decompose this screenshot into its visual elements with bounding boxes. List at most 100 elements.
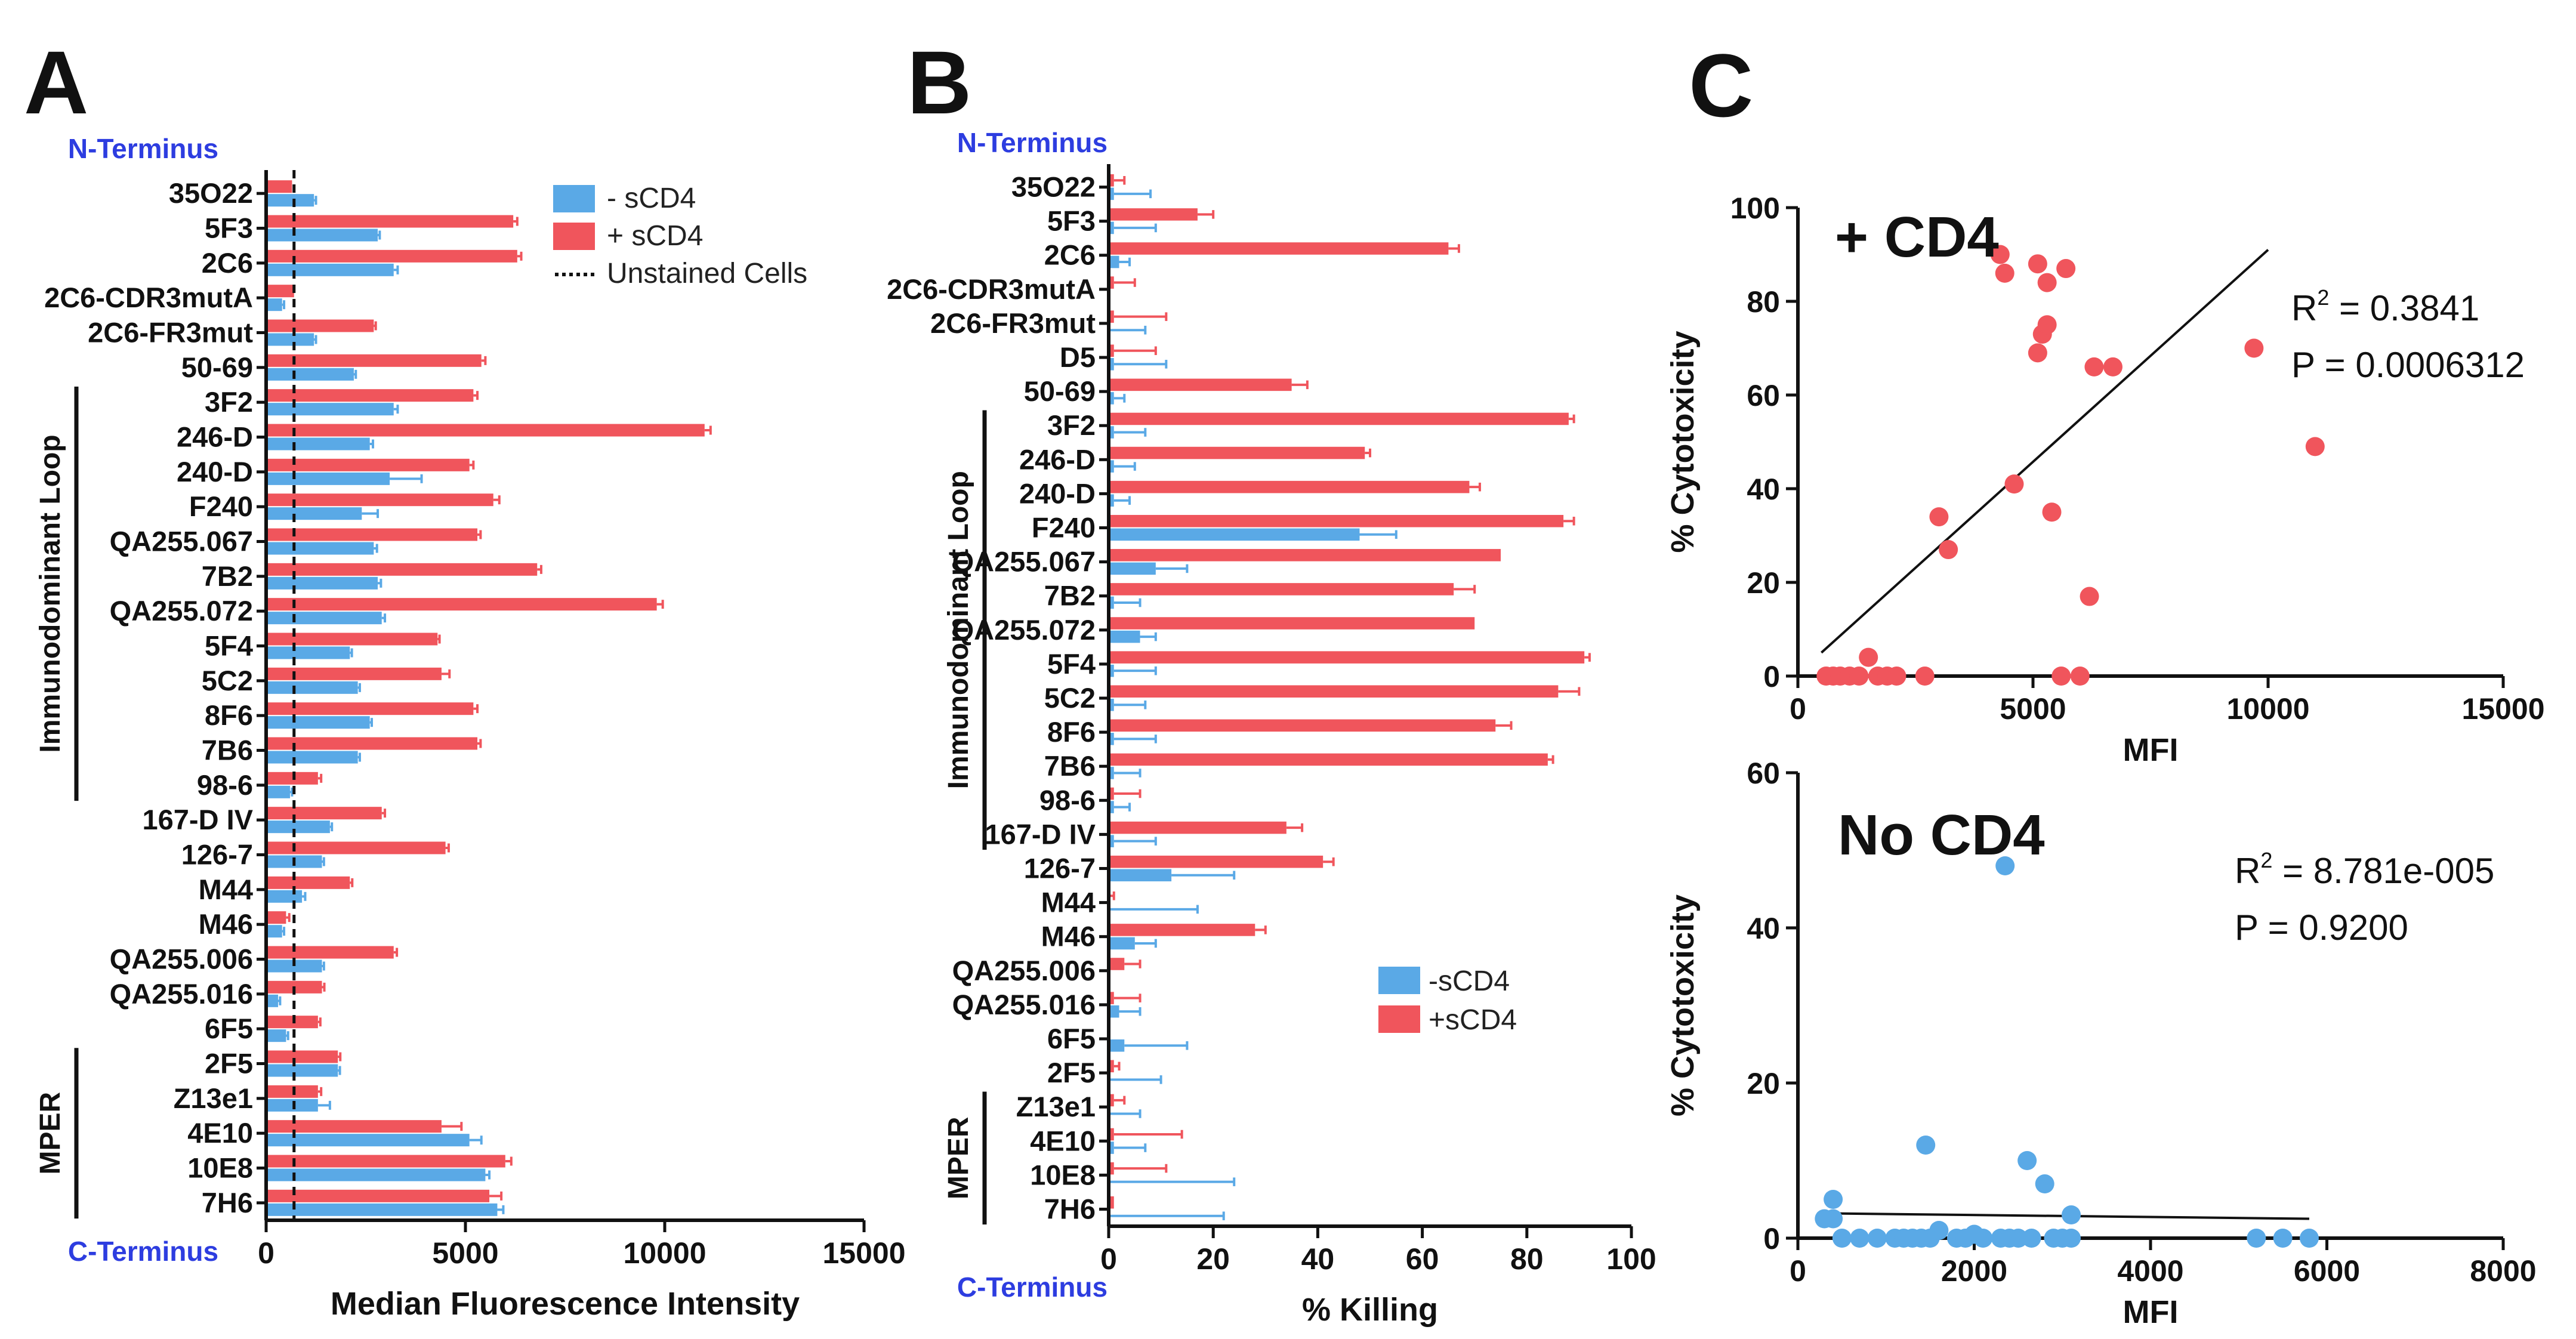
bar-minus-2c6-cdr3muta (266, 298, 282, 311)
bar-plus-126-7 (1109, 855, 1324, 868)
c-no-point-4 (1832, 1229, 1852, 1248)
bar-minus-5f4 (266, 646, 350, 659)
bar-plus-m46 (1109, 924, 1255, 936)
bar-plus-35o22 (1109, 174, 1114, 187)
bar-plus-qa255-006 (1109, 958, 1125, 970)
bar-plus-2c6-fr3mut (266, 319, 374, 332)
panel-label-a: A (24, 32, 88, 132)
c-plus-y-tick-label-20: 20 (1747, 566, 1780, 600)
bar-plus-5f4 (1109, 651, 1585, 664)
category-label-f240: F240 (189, 490, 253, 522)
bar-minus-7b6 (1109, 767, 1114, 779)
bar-plus-7h6 (1109, 1196, 1114, 1209)
bar-minus-2f5 (266, 1064, 338, 1077)
category-label-2c6-cdr3muta: 2C6-CDR3mutA (887, 273, 1096, 305)
c-plus-point-12 (1939, 540, 1958, 560)
c-no-panel-title: No CD4 (1838, 803, 2045, 867)
legend-label-plus-scd4: +sCD4 (1429, 1004, 1517, 1036)
category-label-10e8: 10E8 (187, 1152, 253, 1184)
c-plus-point-22 (2051, 667, 2071, 686)
c-plus-y-axis-title: % Cytotoxicity (1665, 331, 1701, 553)
c-plus-point-10 (1915, 667, 1935, 686)
c-plus-point-27 (2103, 357, 2122, 377)
category-label-f240: F240 (1032, 512, 1096, 544)
bar-plus-10e8 (1109, 1162, 1114, 1175)
category-label-7h6: 7H6 (1044, 1193, 1096, 1224)
category-label-240-d: 240-D (1019, 477, 1096, 509)
c-plus-regression-line (1821, 249, 2269, 654)
category-label-5f3: 5F3 (205, 212, 253, 244)
legend-label-plus-scd4: + sCD4 (607, 220, 703, 252)
bar-plus-qa255-072 (1109, 617, 1475, 630)
bar-plus-6f5 (266, 1016, 318, 1029)
bar-minus-3f2 (266, 403, 394, 416)
bar-plus-8f6 (1109, 719, 1496, 732)
c-plus-point-11 (1929, 507, 1949, 527)
category-label-5c2: 5C2 (202, 665, 253, 696)
bar-plus-d5 (1109, 344, 1114, 357)
c-no-point-22 (2017, 1151, 2037, 1170)
category-label-qa255-016: QA255.016 (110, 978, 253, 1010)
c-terminus-label: C-Terminus (68, 1236, 218, 1267)
c-no-point-3 (1824, 1209, 1843, 1229)
c-plus-point-29 (2305, 437, 2325, 456)
c-no-x-tick-label-6000: 6000 (2294, 1254, 2360, 1288)
bar-plus-z13e1 (1109, 1094, 1114, 1107)
bar-minus-8f6 (266, 716, 370, 729)
c-plus-point-13 (1990, 245, 2010, 264)
group-label-immunodominant-loop: Immunodominant Loop (943, 471, 974, 789)
category-label-5f4: 5F4 (205, 630, 253, 662)
chart-c-plus-cd4-scatter: 0 20 40 60 80 100 0 5000 10000 15000 MFI % Cytotoxi… (1665, 192, 2545, 768)
category-label-qa255-016: QA255.016 (952, 989, 1096, 1020)
c-plus-point-19 (2037, 315, 2057, 335)
bar-plus-qa255-006 (266, 946, 394, 959)
c-no-point-17 (1973, 1229, 1993, 1248)
bar-plus-10e8 (266, 1155, 505, 1168)
c-plus-panel-title: + CD4 (1835, 205, 1999, 269)
category-label-98-6: 98-6 (197, 769, 253, 801)
c-terminus-label: C-Terminus (957, 1272, 1107, 1303)
c-no-y-tick-label-0: 0 (1763, 1222, 1780, 1255)
category-label-167-d-iv: 167-D IV (143, 804, 254, 835)
legend-label-minus-scd4: -sCD4 (1429, 965, 1510, 997)
bar-plus-qa255-016 (1109, 992, 1114, 1004)
c-no-point-2 (1824, 1190, 1843, 1209)
c-plus-y-tick-label-40: 40 (1747, 473, 1780, 506)
bar-minus-10e8 (266, 1168, 486, 1181)
bar-minus-d5 (1109, 358, 1114, 371)
bar-minus-5f4 (1109, 664, 1114, 677)
category-label-7b2: 7B2 (202, 560, 253, 592)
c-plus-point-20 (2037, 273, 2057, 292)
bar-minus-246-d (266, 437, 370, 451)
category-label-2c6: 2C6 (202, 247, 253, 279)
bar-plus-246-d (1109, 446, 1365, 459)
bar-minus-qa255-016 (266, 994, 279, 1007)
bar-minus-m44 (266, 890, 303, 903)
bar-minus-5f3 (266, 229, 378, 242)
category-label-3f2: 3F2 (205, 386, 253, 418)
c-no-y-tick-label-60: 60 (1747, 757, 1780, 790)
c-no-point-23 (2022, 1229, 2041, 1248)
category-label-7b6: 7B6 (202, 735, 253, 766)
bar-plus-7b6 (266, 737, 478, 750)
category-label-qa255-072: QA255.072 (952, 614, 1096, 646)
bar-plus-f240 (266, 493, 493, 507)
category-label-8f6: 8F6 (205, 699, 253, 731)
bar-plus-2c6 (1109, 242, 1449, 255)
bar-plus-98-6 (266, 772, 318, 785)
bar-minus-240-d (266, 472, 390, 485)
category-label-126-7: 126-7 (181, 839, 253, 871)
c-plus-point-6 (1859, 647, 1878, 667)
c-plus-point-24 (2070, 667, 2090, 686)
category-label-d5: D5 (1060, 341, 1096, 373)
bar-minus-3f2 (1109, 426, 1114, 439)
c-no-point-5 (1850, 1229, 1869, 1248)
bar-plus-4e10 (266, 1120, 442, 1133)
bar-minus-5c2 (1109, 699, 1114, 711)
bar-plus-5c2 (1109, 685, 1559, 698)
bar-minus-50-69 (1109, 392, 1114, 405)
c-no-y-tick-label-20: 20 (1747, 1067, 1780, 1100)
legend-label-minus-scd4: - sCD4 (607, 183, 696, 214)
bar-minus-8f6 (1109, 733, 1114, 745)
